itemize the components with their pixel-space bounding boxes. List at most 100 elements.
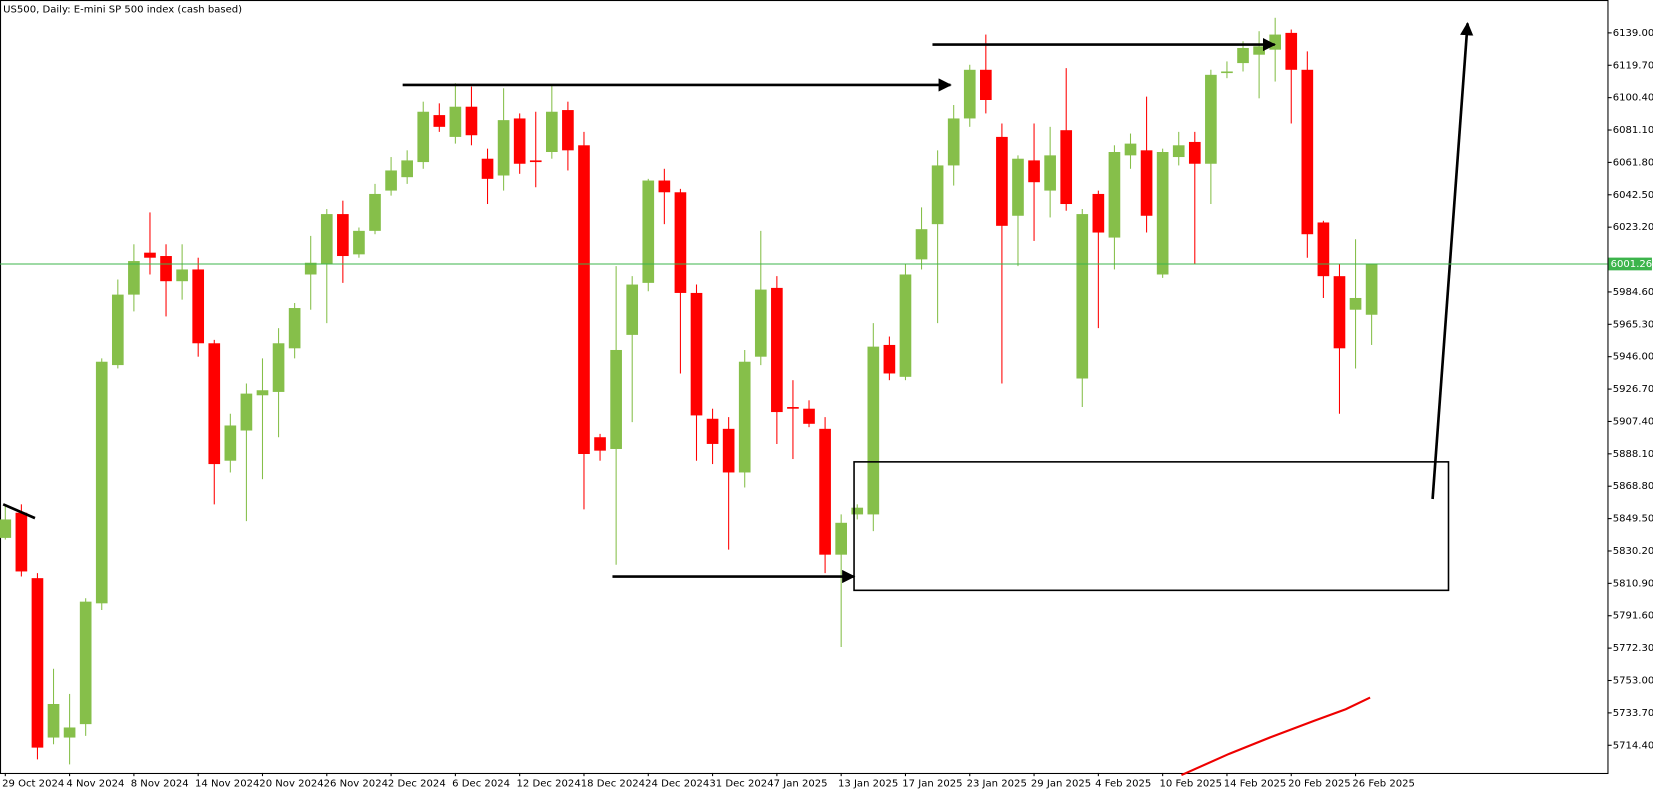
candle-body — [513, 118, 526, 164]
candle-body — [288, 308, 301, 349]
moving-average — [1181, 696, 1371, 777]
candle-body — [787, 407, 799, 409]
x-tick-label: 20 Feb 2025 — [1288, 779, 1351, 790]
candle-body — [1221, 71, 1233, 74]
x-tick-label: 8 Nov 2024 — [131, 779, 189, 790]
y-tick-label: 5733.70 — [1613, 708, 1653, 719]
y-tick-label: 5868.80 — [1613, 481, 1653, 492]
x-tick-label: 29 Jan 2025 — [1031, 779, 1091, 790]
y-tick-label: 5926.70 — [1613, 384, 1653, 395]
candle-body — [642, 180, 655, 283]
y-tick-label: 5772.30 — [1613, 643, 1653, 654]
x-tick-label: 23 Jan 2025 — [967, 779, 1027, 790]
candle-body — [79, 601, 92, 725]
candle-body — [1124, 143, 1137, 156]
candle-body — [1317, 222, 1330, 277]
candle-body — [980, 69, 992, 100]
x-tick-label: 2 Dec 2024 — [388, 779, 446, 790]
candle-body — [337, 214, 349, 257]
candle-body — [0, 519, 12, 538]
candle-body — [31, 578, 44, 748]
candle-body — [272, 343, 285, 392]
candle-body — [851, 507, 864, 515]
candle-body — [819, 428, 831, 555]
candle-body — [176, 269, 188, 282]
candle-body — [835, 522, 847, 555]
y-tick-label: 5791.60 — [1613, 611, 1653, 622]
candle-body — [947, 118, 960, 166]
candle-body — [738, 361, 751, 473]
annotations — [2, 22, 1474, 777]
candle-body — [931, 165, 944, 225]
candles — [0, 17, 1378, 765]
x-tick-label: 13 Jan 2025 — [838, 779, 898, 790]
x-tick-label: 14 Nov 2024 — [195, 779, 259, 790]
y-tick-label: 6100.40 — [1613, 93, 1653, 104]
candle-body — [465, 106, 478, 136]
x-tick-label: 4 Feb 2025 — [1095, 779, 1151, 790]
candle-body — [160, 256, 172, 282]
candle-body — [224, 425, 237, 461]
candle-body — [690, 292, 703, 416]
y-tick-label: 5946.00 — [1613, 352, 1653, 363]
y-tick-label: 5965.30 — [1613, 319, 1653, 330]
candle-body — [111, 294, 124, 366]
candle-body — [771, 287, 783, 413]
candle-body — [353, 230, 365, 255]
chart-title: US500, Daily: E-mini SP 500 index (cash … — [3, 5, 242, 16]
x-tick-label: 26 Nov 2024 — [324, 779, 388, 790]
candle-body — [1076, 214, 1089, 379]
candle-body — [481, 158, 494, 179]
candle-body — [1172, 145, 1185, 158]
y-tick-label: 5849.50 — [1613, 514, 1653, 525]
candle-body — [545, 111, 558, 153]
candle-body — [128, 261, 140, 295]
y-tick-label: 5714.40 — [1613, 740, 1653, 751]
candle-body — [1156, 152, 1169, 275]
x-tick-label: 12 Dec 2024 — [516, 779, 580, 790]
candle-body — [1188, 141, 1201, 164]
current-price-label: 6001.26 — [1611, 259, 1653, 270]
candle-body — [883, 344, 896, 374]
candle-body — [320, 214, 333, 265]
candle-body — [208, 343, 221, 465]
candle-body — [722, 428, 735, 473]
y-tick-label: 6023.20 — [1613, 222, 1653, 233]
x-tick-label: 17 Jan 2025 — [902, 779, 962, 790]
candle-body — [95, 361, 108, 604]
candle-body — [385, 170, 397, 191]
y-tick-label: 5907.40 — [1613, 416, 1653, 427]
candle-body — [899, 274, 912, 377]
candle-body — [47, 703, 60, 738]
x-tick-label: 6 Dec 2024 — [452, 779, 510, 790]
y-tick-label: 6139.00 — [1613, 28, 1653, 39]
candle-body — [192, 269, 205, 344]
candle-body — [594, 437, 606, 451]
candle-body — [1012, 158, 1024, 216]
x-tick-label: 20 Nov 2024 — [259, 779, 323, 790]
candle-body — [144, 252, 156, 258]
candle-body — [610, 349, 622, 449]
y-tick-label: 6042.50 — [1613, 190, 1653, 201]
x-tick-label: 18 Dec 2024 — [581, 779, 645, 790]
candle-body — [1301, 69, 1314, 235]
candle-body — [1333, 276, 1346, 349]
y-tick-label: 6119.70 — [1613, 60, 1653, 71]
x-tick-label: 4 Nov 2024 — [66, 779, 124, 790]
candle-body — [867, 346, 880, 515]
candle-body — [417, 111, 430, 163]
candle-body — [304, 262, 317, 275]
y-tick-label: 5810.90 — [1613, 578, 1653, 589]
y-tick-label: 5888.10 — [1613, 449, 1653, 460]
plot-frame — [0, 0, 1609, 775]
candle-body — [1269, 34, 1282, 50]
candle-body — [658, 180, 671, 193]
candle-body — [1060, 130, 1073, 205]
y-tick-label: 5830.20 — [1613, 546, 1653, 557]
candle-body — [1349, 297, 1362, 310]
candle-body — [674, 192, 687, 293]
candle-body — [1365, 264, 1378, 315]
candle-body — [1140, 150, 1153, 216]
y-tick-label: 6061.80 — [1613, 157, 1653, 168]
